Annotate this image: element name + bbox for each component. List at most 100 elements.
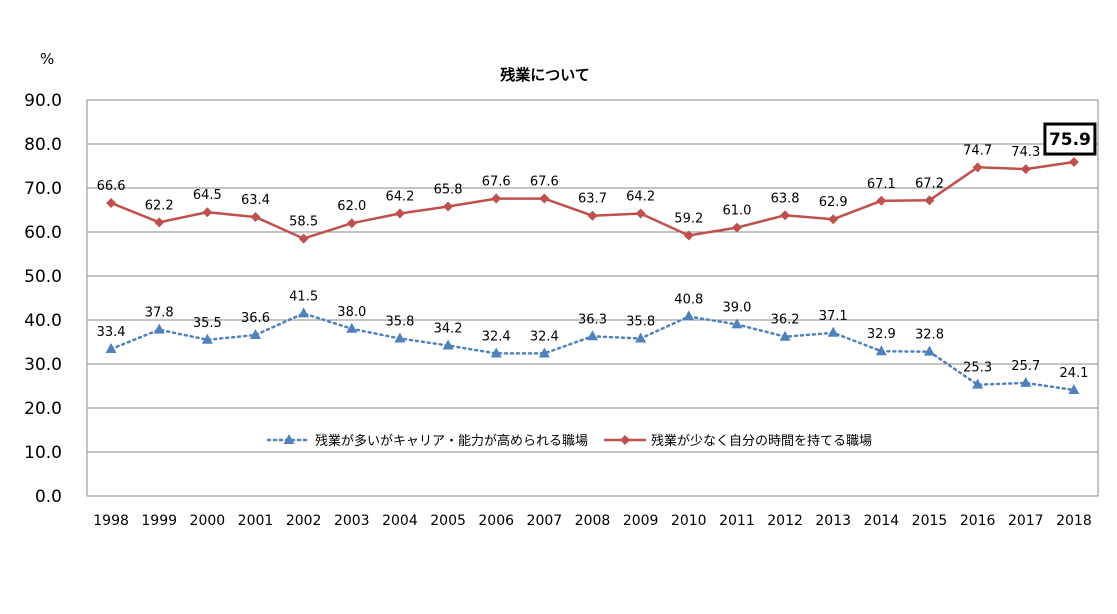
data-point (876, 195, 887, 206)
data-point (828, 214, 839, 225)
data-label: 39.0 (722, 300, 751, 315)
data-point (780, 210, 791, 221)
gridlines (86, 99, 1099, 497)
x-tick-label: 2002 (286, 513, 322, 529)
chart-title: 残業について (500, 66, 590, 84)
data-point (1020, 376, 1032, 387)
data-label: 64.2 (385, 190, 414, 205)
x-tick-label: 2009 (623, 513, 659, 529)
x-tick-label: 2000 (190, 513, 226, 529)
y-tick-label: 50.0 (24, 267, 62, 287)
data-label: 32.9 (867, 327, 896, 342)
data-point (394, 332, 406, 343)
highlight-box (1043, 122, 1097, 156)
series-area: 33.4 37.8 35.5 36.6 41.5 38.0 35.8 34.2 32.4 32.4… (97, 122, 1097, 394)
x-tick-label: 2013 (815, 513, 851, 529)
data-label: 32.8 (915, 328, 944, 343)
data-label: 62.2 (145, 198, 174, 213)
x-tick-label: 2003 (334, 513, 370, 529)
series-career: 33.4 37.8 35.5 36.6 41.5 38.0 35.8 34.2 32.4 32.4… (97, 289, 1088, 394)
data-label: 74.3 (1011, 145, 1040, 160)
data-point (298, 307, 310, 318)
data-label: 63.7 (578, 192, 607, 207)
data-point (972, 378, 984, 389)
data-label: 36.3 (578, 312, 607, 327)
data-label: 67.6 (530, 175, 559, 190)
x-tick-label: 2012 (767, 513, 803, 529)
x-tick-label: 2005 (430, 513, 466, 529)
x-tick-label: 2006 (478, 513, 514, 529)
data-point (779, 330, 791, 341)
data-label: 35.5 (193, 316, 222, 331)
x-tick-label: 2004 (382, 513, 418, 529)
data-label: 37.1 (819, 309, 848, 324)
data-label: 37.8 (145, 306, 174, 321)
data-point (250, 212, 261, 223)
x-tick-label: 2011 (719, 513, 755, 529)
x-tick-label: 2016 (960, 513, 996, 529)
data-point (250, 328, 261, 339)
data-label: 64.2 (626, 190, 655, 205)
data-label: 34.2 (434, 322, 463, 337)
data-label: 67.6 (482, 175, 511, 190)
x-tick-label: 2017 (1008, 513, 1044, 529)
series-personal-time: 66.6 62.2 64.5 63.4 58.5 62.0 64.2 65.8 67.6 67.6… (97, 122, 1097, 244)
data-point (394, 208, 405, 219)
x-tick-label: 2008 (575, 513, 611, 529)
data-point (443, 201, 454, 212)
data-label: 25.7 (1011, 359, 1040, 374)
y-tick-label: 70.0 (24, 179, 62, 199)
data-point (202, 207, 213, 218)
data-label: 63.8 (771, 191, 800, 206)
data-label: 40.8 (674, 292, 703, 307)
y-tick-label: 30.0 (24, 355, 62, 375)
x-tick-label: 1999 (141, 513, 177, 529)
y-tick-label: 60.0 (24, 223, 62, 243)
data-label: 32.4 (530, 329, 559, 344)
data-point (972, 162, 983, 173)
x-tick-label: 2007 (527, 513, 563, 529)
data-point (346, 322, 358, 333)
data-label: 62.9 (819, 195, 848, 210)
data-point (875, 345, 887, 356)
y-axis: 0.0 10.0 20.0 30.0 40.0 50.0 60.0 70.0 80.0 90.0 (24, 91, 62, 507)
data-label: 33.4 (97, 325, 126, 340)
x-tick-label: 2018 (1056, 513, 1092, 529)
data-point (731, 222, 742, 233)
data-point (635, 332, 647, 343)
data-label: 62.0 (337, 199, 366, 214)
x-tick-label: 2015 (912, 513, 948, 529)
y-unit-label: % (40, 50, 54, 68)
data-point (106, 197, 117, 208)
y-tick-label: 0.0 (35, 487, 62, 507)
data-label: 36.6 (241, 311, 270, 326)
data-point (491, 193, 502, 204)
y-tick-label: 80.0 (24, 135, 62, 155)
data-point (346, 218, 357, 229)
data-label: 59.2 (674, 212, 703, 227)
data-point (298, 233, 309, 244)
data-point (1068, 383, 1080, 394)
data-point (587, 210, 598, 221)
data-point (635, 208, 646, 219)
data-label: 64.5 (193, 188, 222, 203)
data-label: 63.4 (241, 193, 270, 208)
data-label: 41.5 (289, 289, 318, 304)
legend-marker-career (283, 434, 295, 444)
data-label: 66.6 (97, 179, 126, 194)
legend-label-career: 残業が多いがキャリア・能力が高められる職場 (315, 433, 588, 449)
plot-area-frame (86, 99, 1099, 497)
legend-marker-personal-time (620, 435, 630, 445)
legend-label-personal-time: 残業が少なく自分の時間を持てる職場 (651, 433, 872, 449)
data-label: 38.0 (337, 305, 366, 320)
data-label: 65.8 (434, 182, 463, 197)
data-point (153, 323, 165, 334)
data-point (105, 343, 117, 354)
data-point (827, 326, 839, 337)
data-point (539, 193, 550, 204)
data-point (683, 230, 694, 241)
data-label: 32.4 (482, 329, 511, 344)
y-tick-label: 10.0 (24, 443, 62, 463)
y-tick-label: 40.0 (24, 311, 62, 331)
